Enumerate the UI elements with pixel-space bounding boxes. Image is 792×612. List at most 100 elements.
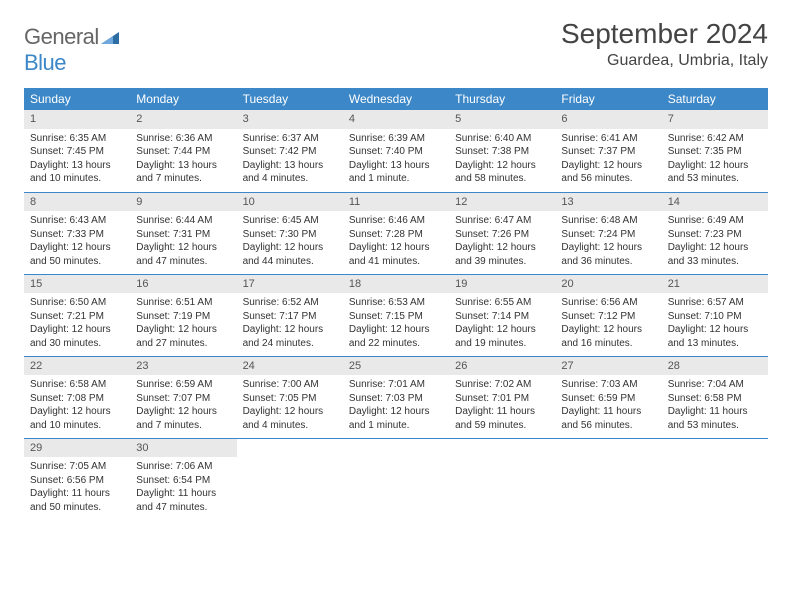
sunrise-text: Sunrise: 6:35 AM — [30, 132, 124, 146]
daylight-text: Daylight: 13 hours — [136, 159, 230, 173]
sunrise-text: Sunrise: 6:41 AM — [561, 132, 655, 146]
day-number: 29 — [24, 439, 130, 458]
calendar-day-cell: 16Sunrise: 6:51 AMSunset: 7:19 PMDayligh… — [130, 274, 236, 356]
sunrise-text: Sunrise: 7:01 AM — [349, 378, 443, 392]
sunrise-text: Sunrise: 6:56 AM — [561, 296, 655, 310]
day-number: 16 — [130, 275, 236, 294]
sunset-text: Sunset: 7:30 PM — [243, 228, 337, 242]
daylight-text: and 41 minutes. — [349, 255, 443, 269]
day-header: Wednesday — [343, 88, 449, 110]
sunset-text: Sunset: 7:31 PM — [136, 228, 230, 242]
daylight-text: and 4 minutes. — [243, 172, 337, 186]
daylight-text: and 33 minutes. — [668, 255, 762, 269]
calendar-day-cell: 6Sunrise: 6:41 AMSunset: 7:37 PMDaylight… — [555, 110, 661, 192]
day-header-row: Sunday Monday Tuesday Wednesday Thursday… — [24, 88, 768, 110]
daylight-text: Daylight: 12 hours — [30, 405, 124, 419]
day-number: 13 — [555, 193, 661, 212]
daylight-text: Daylight: 12 hours — [349, 405, 443, 419]
sunrise-text: Sunrise: 7:06 AM — [136, 460, 230, 474]
day-header: Saturday — [662, 88, 768, 110]
day-number: 12 — [449, 193, 555, 212]
sunrise-text: Sunrise: 6:55 AM — [455, 296, 549, 310]
day-header: Thursday — [449, 88, 555, 110]
sunrise-text: Sunrise: 6:48 AM — [561, 214, 655, 228]
daylight-text: and 10 minutes. — [30, 419, 124, 433]
day-number: 1 — [24, 110, 130, 129]
sunrise-text: Sunrise: 6:53 AM — [349, 296, 443, 310]
sunrise-text: Sunrise: 6:39 AM — [349, 132, 443, 146]
sunset-text: Sunset: 7:44 PM — [136, 145, 230, 159]
daylight-text: and 47 minutes. — [136, 501, 230, 515]
sunset-text: Sunset: 7:28 PM — [349, 228, 443, 242]
day-body: Sunrise: 6:44 AMSunset: 7:31 PMDaylight:… — [130, 211, 236, 272]
daylight-text: and 50 minutes. — [30, 501, 124, 515]
daylight-text: Daylight: 12 hours — [349, 241, 443, 255]
sunrise-text: Sunrise: 7:00 AM — [243, 378, 337, 392]
calendar-day-cell: 27Sunrise: 7:03 AMSunset: 6:59 PMDayligh… — [555, 356, 661, 438]
day-body: Sunrise: 6:50 AMSunset: 7:21 PMDaylight:… — [24, 293, 130, 354]
daylight-text: and 19 minutes. — [455, 337, 549, 351]
logo: General Blue — [24, 24, 119, 76]
day-body: Sunrise: 6:53 AMSunset: 7:15 PMDaylight:… — [343, 293, 449, 354]
day-body: Sunrise: 6:45 AMSunset: 7:30 PMDaylight:… — [237, 211, 343, 272]
sunrise-text: Sunrise: 6:50 AM — [30, 296, 124, 310]
day-body: Sunrise: 6:49 AMSunset: 7:23 PMDaylight:… — [662, 211, 768, 272]
day-number: 10 — [237, 193, 343, 212]
sunset-text: Sunset: 7:33 PM — [30, 228, 124, 242]
day-body: Sunrise: 7:06 AMSunset: 6:54 PMDaylight:… — [130, 457, 236, 518]
sunrise-text: Sunrise: 7:03 AM — [561, 378, 655, 392]
calendar-day-cell: 28Sunrise: 7:04 AMSunset: 6:58 PMDayligh… — [662, 356, 768, 438]
day-body: Sunrise: 6:46 AMSunset: 7:28 PMDaylight:… — [343, 211, 449, 272]
day-body: Sunrise: 6:56 AMSunset: 7:12 PMDaylight:… — [555, 293, 661, 354]
calendar-week-row: 15Sunrise: 6:50 AMSunset: 7:21 PMDayligh… — [24, 274, 768, 356]
day-number: 15 — [24, 275, 130, 294]
calendar-day-cell: 13Sunrise: 6:48 AMSunset: 7:24 PMDayligh… — [555, 192, 661, 274]
daylight-text: Daylight: 11 hours — [455, 405, 549, 419]
daylight-text: and 53 minutes. — [668, 172, 762, 186]
daylight-text: Daylight: 12 hours — [243, 405, 337, 419]
day-header: Monday — [130, 88, 236, 110]
daylight-text: Daylight: 12 hours — [561, 323, 655, 337]
sunset-text: Sunset: 7:01 PM — [455, 392, 549, 406]
sunset-text: Sunset: 7:37 PM — [561, 145, 655, 159]
sunset-text: Sunset: 7:35 PM — [668, 145, 762, 159]
day-body: Sunrise: 6:42 AMSunset: 7:35 PMDaylight:… — [662, 129, 768, 190]
sunset-text: Sunset: 7:15 PM — [349, 310, 443, 324]
sunrise-text: Sunrise: 6:40 AM — [455, 132, 549, 146]
calendar-day-cell: 25Sunrise: 7:01 AMSunset: 7:03 PMDayligh… — [343, 356, 449, 438]
daylight-text: Daylight: 12 hours — [136, 241, 230, 255]
calendar-day-cell: 24Sunrise: 7:00 AMSunset: 7:05 PMDayligh… — [237, 356, 343, 438]
day-number: 2 — [130, 110, 236, 129]
sunset-text: Sunset: 7:08 PM — [30, 392, 124, 406]
day-number: 5 — [449, 110, 555, 129]
daylight-text: and 7 minutes. — [136, 419, 230, 433]
sunset-text: Sunset: 6:59 PM — [561, 392, 655, 406]
calendar-day-cell: 18Sunrise: 6:53 AMSunset: 7:15 PMDayligh… — [343, 274, 449, 356]
day-body: Sunrise: 7:02 AMSunset: 7:01 PMDaylight:… — [449, 375, 555, 436]
day-number: 3 — [237, 110, 343, 129]
sunrise-text: Sunrise: 6:36 AM — [136, 132, 230, 146]
sunset-text: Sunset: 7:10 PM — [668, 310, 762, 324]
calendar-day-cell — [449, 438, 555, 520]
calendar-day-cell: 3Sunrise: 6:37 AMSunset: 7:42 PMDaylight… — [237, 110, 343, 192]
calendar-day-cell: 8Sunrise: 6:43 AMSunset: 7:33 PMDaylight… — [24, 192, 130, 274]
calendar-day-cell — [343, 438, 449, 520]
daylight-text: and 59 minutes. — [455, 419, 549, 433]
sunrise-text: Sunrise: 6:59 AM — [136, 378, 230, 392]
daylight-text: and 7 minutes. — [136, 172, 230, 186]
day-body: Sunrise: 6:48 AMSunset: 7:24 PMDaylight:… — [555, 211, 661, 272]
daylight-text: Daylight: 12 hours — [455, 323, 549, 337]
daylight-text: and 1 minute. — [349, 419, 443, 433]
calendar-day-cell: 22Sunrise: 6:58 AMSunset: 7:08 PMDayligh… — [24, 356, 130, 438]
day-body: Sunrise: 6:51 AMSunset: 7:19 PMDaylight:… — [130, 293, 236, 354]
calendar-week-row: 29Sunrise: 7:05 AMSunset: 6:56 PMDayligh… — [24, 438, 768, 520]
day-body: Sunrise: 6:59 AMSunset: 7:07 PMDaylight:… — [130, 375, 236, 436]
day-number: 23 — [130, 357, 236, 376]
calendar-day-cell: 17Sunrise: 6:52 AMSunset: 7:17 PMDayligh… — [237, 274, 343, 356]
day-number: 11 — [343, 193, 449, 212]
daylight-text: Daylight: 12 hours — [561, 241, 655, 255]
sunset-text: Sunset: 7:14 PM — [455, 310, 549, 324]
day-body: Sunrise: 6:39 AMSunset: 7:40 PMDaylight:… — [343, 129, 449, 190]
daylight-text: and 1 minute. — [349, 172, 443, 186]
calendar-week-row: 1Sunrise: 6:35 AMSunset: 7:45 PMDaylight… — [24, 110, 768, 192]
